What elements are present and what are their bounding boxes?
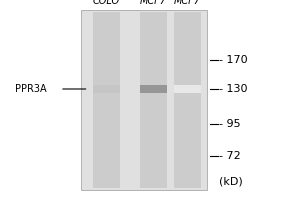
Bar bbox=[140, 85, 166, 93]
Text: (kD): (kD) bbox=[219, 177, 243, 187]
Bar bbox=[140, 12, 166, 188]
Bar bbox=[93, 85, 120, 93]
Text: - 130: - 130 bbox=[219, 84, 248, 94]
Bar bbox=[174, 12, 201, 188]
Text: - 95: - 95 bbox=[219, 119, 241, 129]
Bar bbox=[81, 10, 207, 190]
Text: MCF7: MCF7 bbox=[174, 0, 201, 6]
Text: COLO: COLO bbox=[93, 0, 120, 6]
Text: MCF7: MCF7 bbox=[140, 0, 166, 6]
Text: - 72: - 72 bbox=[219, 151, 241, 161]
Bar bbox=[174, 85, 201, 93]
Text: - 170: - 170 bbox=[219, 55, 248, 65]
Bar bbox=[93, 12, 120, 188]
Text: PPR3A: PPR3A bbox=[15, 84, 46, 94]
